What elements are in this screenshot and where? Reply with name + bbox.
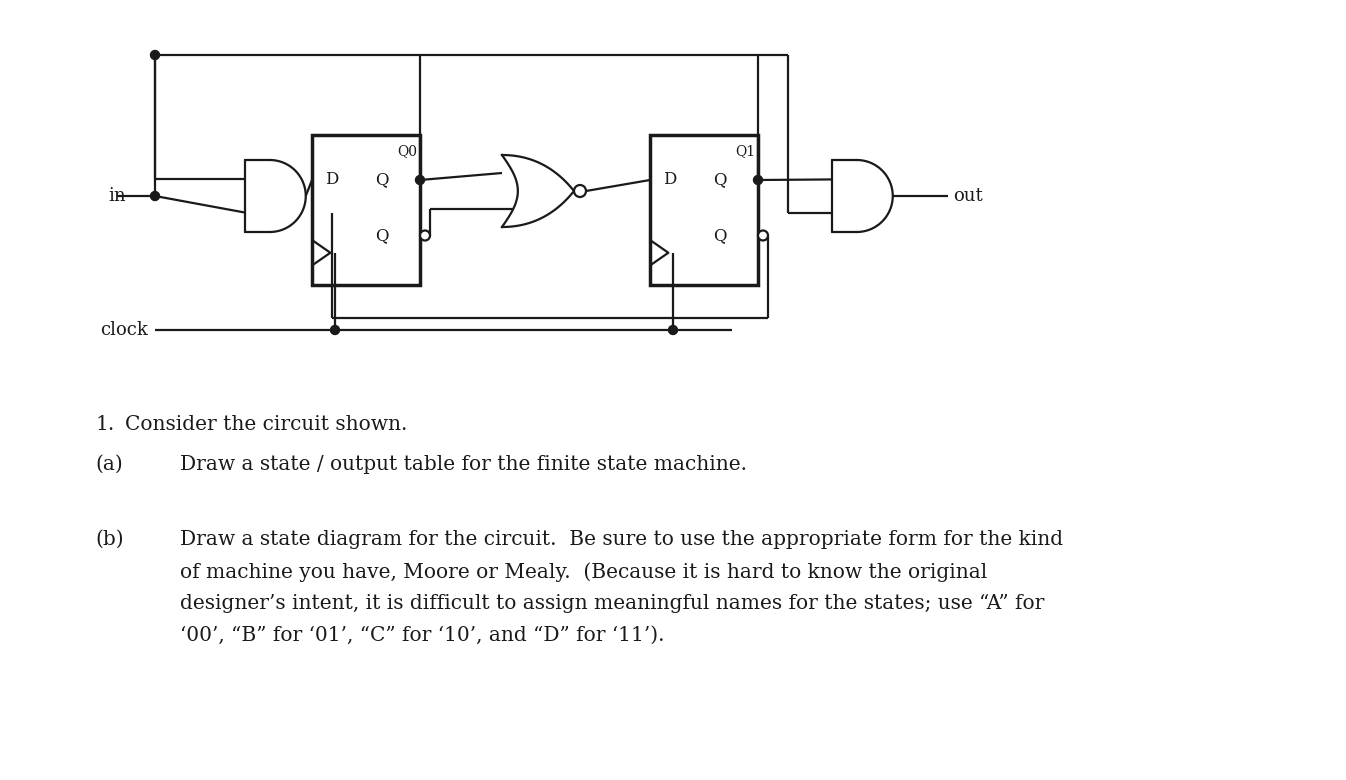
Circle shape [669,325,677,335]
Text: (b): (b) [96,530,124,549]
Text: Draw a state diagram for the circuit.  Be sure to use the appropriate form for t: Draw a state diagram for the circuit. Be… [180,530,1063,549]
Text: Q: Q [712,227,725,244]
Text: in: in [108,187,125,205]
Text: D: D [664,172,676,189]
Circle shape [331,325,339,335]
Circle shape [573,185,586,197]
Text: Draw a state / output table for the finite state machine.: Draw a state / output table for the fini… [180,455,747,474]
Text: Q0: Q0 [397,144,417,158]
Text: ‘00’, “B” for ‘01’, “C” for ‘10’, and “D” for ‘11’).: ‘00’, “B” for ‘01’, “C” for ‘10’, and “D… [180,626,665,645]
Bar [650,135,758,285]
Circle shape [151,51,159,59]
Circle shape [758,231,769,240]
Text: Q: Q [374,227,388,244]
Circle shape [416,176,424,185]
Text: Q: Q [374,172,388,189]
Text: (a): (a) [96,455,122,474]
Text: Q1: Q1 [735,144,755,158]
Text: designer’s intent, it is difficult to assign meaningful names for the states; us: designer’s intent, it is difficult to as… [180,594,1044,613]
Text: Consider the circuit shown.: Consider the circuit shown. [125,415,408,434]
Text: D: D [324,172,338,189]
Text: clock: clock [100,321,148,339]
Text: 1.: 1. [96,415,114,434]
Circle shape [151,192,159,200]
Bar [312,135,420,285]
Text: out: out [953,187,983,205]
Circle shape [754,176,762,185]
Circle shape [420,231,429,240]
Text: Q: Q [712,172,725,189]
Text: of machine you have, Moore or Mealy.  (Because it is hard to know the original: of machine you have, Moore or Mealy. (Be… [180,562,987,582]
